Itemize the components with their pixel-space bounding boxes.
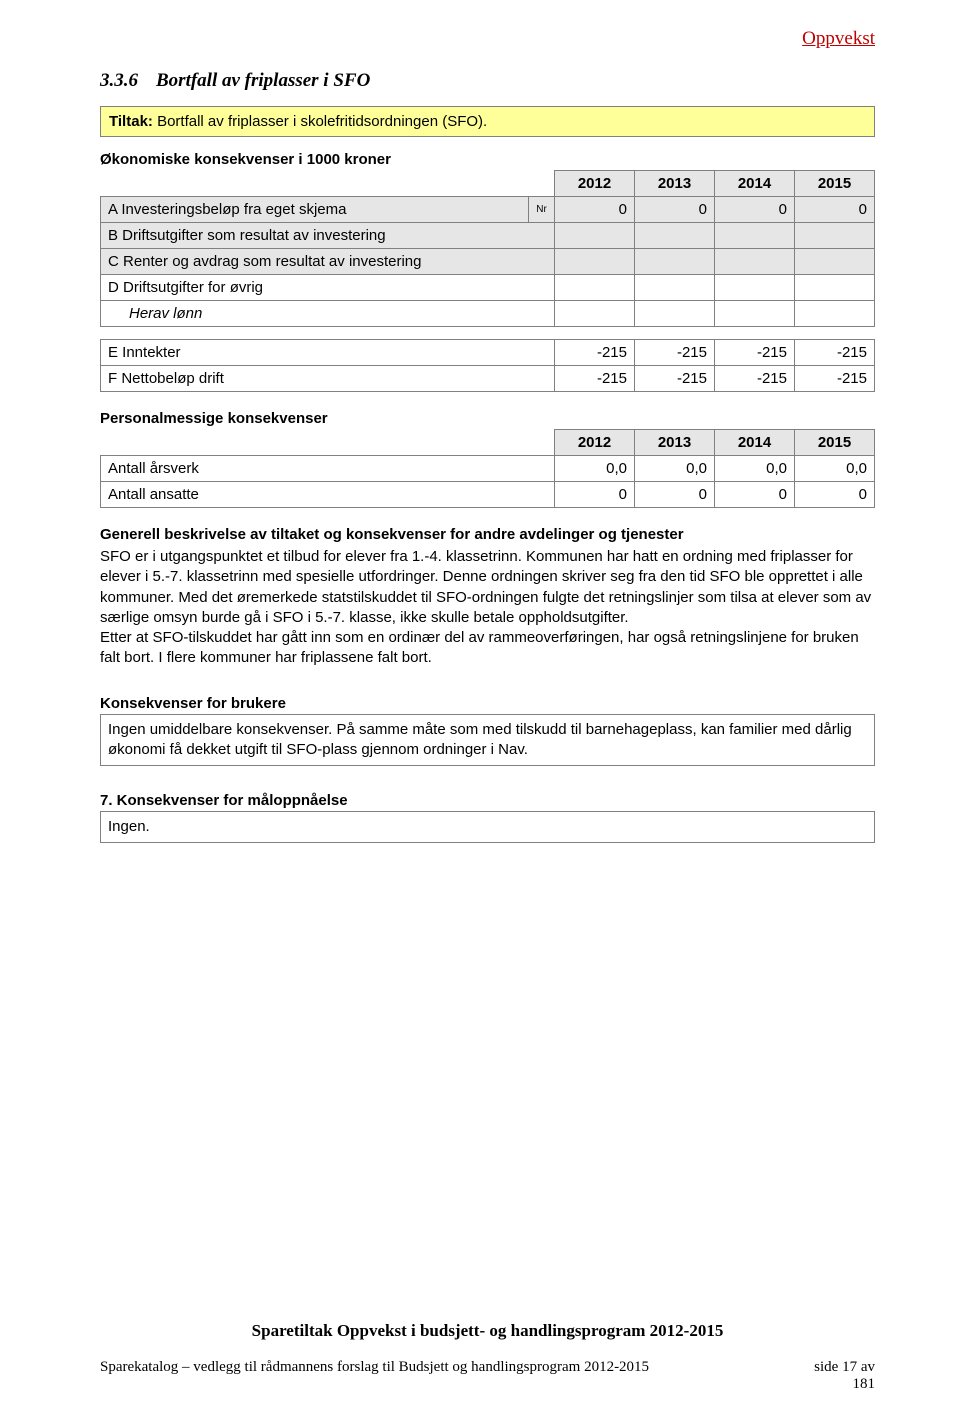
header-category: Oppvekst bbox=[802, 28, 875, 50]
table-row: Antall ansatte 0 0 0 0 bbox=[101, 482, 875, 508]
cell bbox=[555, 275, 635, 301]
cell bbox=[555, 301, 635, 327]
row-label: Antall årsverk bbox=[101, 456, 555, 482]
cell bbox=[635, 249, 715, 275]
cell: 0 bbox=[555, 482, 635, 508]
malopp-heading: 7. Konsekvenser for måloppnåelse bbox=[100, 792, 875, 809]
cell: 0 bbox=[795, 197, 875, 223]
cell: 0 bbox=[555, 197, 635, 223]
year-header: 2012 bbox=[555, 171, 635, 197]
pers-heading: Personalmessige konsekvenser bbox=[100, 410, 875, 427]
table-row: Antall årsverk 0,0 0,0 0,0 0,0 bbox=[101, 456, 875, 482]
year-header: 2014 bbox=[715, 430, 795, 456]
table-row: D Driftsutgifter for øvrig bbox=[101, 275, 875, 301]
cell: 0,0 bbox=[715, 456, 795, 482]
year-header: 2013 bbox=[635, 430, 715, 456]
row-label: A Investeringsbeløp fra eget skjema bbox=[101, 197, 529, 223]
cell: -215 bbox=[795, 340, 875, 366]
cell bbox=[795, 275, 875, 301]
row-label: Herav lønn bbox=[101, 301, 555, 327]
table-row: B Driftsutgifter som resultat av investe… bbox=[101, 223, 875, 249]
tiltak-box: Tiltak: Bortfall av friplasser i skolefr… bbox=[100, 106, 875, 137]
page-footer: Sparetiltak Oppvekst i budsjett- og hand… bbox=[100, 1321, 875, 1393]
cell: -215 bbox=[555, 340, 635, 366]
year-header: 2015 bbox=[795, 171, 875, 197]
cell: 0 bbox=[715, 482, 795, 508]
row-label: E Inntekter bbox=[101, 340, 555, 366]
tiltak-label: Tiltak: bbox=[109, 113, 153, 130]
table-row: C Renter og avdrag som resultat av inves… bbox=[101, 249, 875, 275]
cell: -215 bbox=[555, 366, 635, 392]
econ-table-lower: E Inntekter -215 -215 -215 -215 F Nettob… bbox=[100, 339, 875, 392]
cell bbox=[715, 275, 795, 301]
cell: -215 bbox=[635, 340, 715, 366]
brukere-box: Ingen umiddelbare konsekvenser. På samme… bbox=[100, 714, 875, 767]
cell: 0,0 bbox=[635, 456, 715, 482]
cell bbox=[715, 223, 795, 249]
footer-left: Sparekatalog – vedlegg til rådmannens fo… bbox=[100, 1359, 649, 1393]
cell bbox=[635, 275, 715, 301]
generell-heading: Generell beskrivelse av tiltaket og kons… bbox=[100, 526, 875, 543]
section-title: Bortfall av friplasser i SFO bbox=[156, 70, 370, 91]
row-label: B Driftsutgifter som resultat av investe… bbox=[101, 223, 555, 249]
cell bbox=[795, 249, 875, 275]
section-heading: 3.3.6 Bortfall av friplasser i SFO bbox=[100, 70, 875, 92]
generell-body: SFO er i utgangspunktet et tilbud for el… bbox=[100, 547, 875, 669]
blank-header bbox=[101, 430, 555, 456]
cell: 0 bbox=[795, 482, 875, 508]
pers-table: 2012 2013 2014 2015 Antall årsverk 0,0 0… bbox=[100, 429, 875, 508]
footer-page-side: side 17 av bbox=[814, 1359, 875, 1376]
brukere-heading: Konsekvenser for brukere bbox=[100, 695, 875, 712]
footer-page-total: 181 bbox=[814, 1376, 875, 1393]
table-row: F Nettobeløp drift -215 -215 -215 -215 bbox=[101, 366, 875, 392]
year-header: 2014 bbox=[715, 171, 795, 197]
cell: -215 bbox=[715, 340, 795, 366]
cell bbox=[715, 249, 795, 275]
cell bbox=[795, 223, 875, 249]
tiltak-text: Bortfall av friplasser i skolefritidsord… bbox=[157, 113, 487, 130]
section-number: 3.3.6 bbox=[100, 70, 138, 92]
table-row: 2012 2013 2014 2015 bbox=[101, 171, 875, 197]
table-row: Herav lønn bbox=[101, 301, 875, 327]
nr-cell: Nr bbox=[529, 197, 555, 223]
cell: 0 bbox=[635, 482, 715, 508]
cell bbox=[555, 223, 635, 249]
cell: 0,0 bbox=[555, 456, 635, 482]
table-row: A Investeringsbeløp fra eget skjema Nr 0… bbox=[101, 197, 875, 223]
row-label: F Nettobeløp drift bbox=[101, 366, 555, 392]
cell: -215 bbox=[635, 366, 715, 392]
table-row: 2012 2013 2014 2015 bbox=[101, 430, 875, 456]
cell: 0 bbox=[635, 197, 715, 223]
row-label: Antall ansatte bbox=[101, 482, 555, 508]
year-header: 2015 bbox=[795, 430, 875, 456]
cell: -215 bbox=[715, 366, 795, 392]
footer-center: Sparetiltak Oppvekst i budsjett- og hand… bbox=[100, 1321, 875, 1341]
econ-table: 2012 2013 2014 2015 A Investeringsbeløp … bbox=[100, 170, 875, 327]
row-label: D Driftsutgifter for øvrig bbox=[101, 275, 555, 301]
cell bbox=[635, 301, 715, 327]
row-label: C Renter og avdrag som resultat av inves… bbox=[101, 249, 555, 275]
econ-heading: Økonomiske konsekvenser i 1000 kroner bbox=[100, 151, 875, 168]
malopp-box: Ingen. bbox=[100, 811, 875, 843]
cell bbox=[795, 301, 875, 327]
cell: 0,0 bbox=[795, 456, 875, 482]
cell: -215 bbox=[795, 366, 875, 392]
year-header: 2013 bbox=[635, 171, 715, 197]
table-row: E Inntekter -215 -215 -215 -215 bbox=[101, 340, 875, 366]
cell bbox=[635, 223, 715, 249]
cell bbox=[555, 249, 635, 275]
cell bbox=[715, 301, 795, 327]
cell: 0 bbox=[715, 197, 795, 223]
blank-header bbox=[101, 171, 555, 197]
year-header: 2012 bbox=[555, 430, 635, 456]
